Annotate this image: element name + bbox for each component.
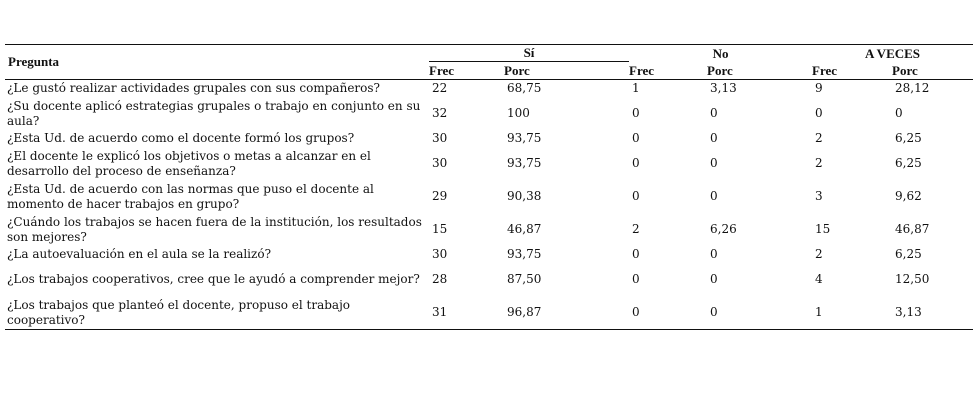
av-frec-cell: 2 (815, 156, 823, 170)
table-body: ¿Le gustó realizar actividades grupales … (5, 80, 974, 330)
table-row: ¿Su docente aplicó estrategias grupales … (5, 97, 973, 130)
no-porc-cell: 0 (710, 247, 718, 261)
no-frec-cell: 0 (632, 247, 640, 261)
header-av-porc: Porc (892, 61, 974, 80)
question-cell: ¿Le gustó realizar actividades grupales … (7, 81, 380, 95)
av-porc-cell: 0 (895, 106, 903, 120)
no-porc-cell: 0 (710, 189, 718, 203)
question-cell: ¿Los trabajos que planteó el docente, pr… (5, 296, 429, 330)
table-row: ¿Esta Ud. de acuerdo con las normas que … (5, 180, 973, 213)
av-frec-cell: 0 (815, 106, 823, 120)
table-row: ¿Los trabajos cooperativos, cree que le … (5, 263, 973, 296)
header-group-si: Sí (429, 44, 629, 62)
question-cell: ¿El docente le explicó los objetivos o m… (7, 148, 371, 178)
si-frec-cell: 31 (429, 296, 504, 330)
si-porc-cell: 93,75 (507, 247, 542, 261)
si-porc-cell: 46,87 (507, 222, 542, 236)
no-porc-cell: 0 (707, 296, 813, 330)
av-frec-cell: 3 (815, 189, 823, 203)
header-group-no: No (629, 44, 813, 62)
table-row: ¿Esta Ud. de acuerdo como el docente for… (5, 130, 973, 147)
av-porc-cell: 6,25 (895, 131, 922, 145)
av-porc-cell: 28,12 (895, 81, 930, 95)
si-frec-cell: 29 (432, 189, 448, 203)
question-cell: ¿Esta Ud. de acuerdo como el docente for… (7, 131, 355, 145)
header-no-porc: Porc (707, 61, 813, 80)
no-porc-cell: 0 (710, 156, 718, 170)
av-frec-cell: 15 (815, 222, 831, 236)
si-porc-cell: 93,75 (507, 131, 542, 145)
table-row: ¿Le gustó realizar actividades grupales … (5, 80, 973, 98)
si-frec-cell: 32 (432, 106, 448, 120)
header-row-groups: Pregunta Sí No A VECES (5, 44, 974, 80)
si-frec-cell: 28 (432, 272, 448, 286)
si-porc-cell: 96,87 (504, 296, 629, 330)
av-porc-cell: 6,25 (895, 247, 922, 261)
no-frec-cell: 0 (632, 131, 640, 145)
no-frec-cell: 2 (632, 222, 640, 236)
av-frec-cell: 2 (815, 131, 823, 145)
table-row: ¿La autoevaluación en el aula se la real… (5, 246, 973, 263)
question-cell: ¿Los trabajos cooperativos, cree que le … (7, 272, 420, 286)
table-row: ¿Cuándo los trabajos se hacen fuera de l… (5, 213, 973, 246)
av-frec-cell: 9 (815, 81, 823, 95)
si-porc-cell: 90,38 (507, 189, 542, 203)
header-no-frec: Frec (629, 61, 707, 80)
no-porc-cell: 0 (710, 272, 718, 286)
no-porc-cell: 0 (710, 131, 718, 145)
question-cell: ¿Cuándo los trabajos se hacen fuera de l… (7, 214, 422, 244)
no-frec-cell: 0 (632, 106, 640, 120)
si-porc-cell: 87,50 (507, 272, 542, 286)
si-frec-cell: 22 (432, 81, 448, 95)
si-frec-cell: 30 (432, 131, 448, 145)
survey-results-table: Pregunta Sí No A VECES Frec Porc Frec Po… (5, 44, 974, 330)
av-porc-cell: 46,87 (895, 222, 930, 236)
no-frec-cell: 1 (632, 81, 640, 95)
header-si-porc: Porc (504, 61, 629, 80)
no-frec-cell: 0 (629, 296, 707, 330)
no-frec-cell: 0 (632, 189, 640, 203)
question-cell: ¿La autoevaluación en el aula se la real… (7, 247, 271, 261)
si-porc-cell: 68,75 (507, 81, 542, 95)
table-header: Pregunta Sí No A VECES Frec Porc Frec Po… (5, 44, 974, 80)
header-si-frec: Frec (429, 61, 504, 80)
si-frec-cell: 15 (432, 222, 448, 236)
header-av-frec: Frec (812, 61, 893, 80)
no-frec-cell: 0 (632, 272, 640, 286)
no-frec-cell: 0 (632, 156, 640, 170)
av-porc-cell: 12,50 (895, 272, 930, 286)
question-cell: ¿Su docente aplicó estrategias grupales … (7, 98, 421, 128)
av-porc-cell: 6,25 (895, 156, 922, 170)
header-row-sub: Frec Porc Frec Porc Frec Porc (5, 61, 974, 80)
av-porc-cell: 9,62 (895, 189, 922, 203)
si-porc-cell: 100 (507, 106, 530, 120)
av-frec-cell: 4 (815, 272, 823, 286)
no-porc-cell: 3,13 (710, 81, 737, 95)
header-pregunta: Pregunta (5, 44, 429, 80)
table-row: ¿Los trabajos que planteó el docente, pr… (5, 296, 974, 330)
av-frec-cell: 2 (815, 247, 823, 261)
question-cell: ¿Esta Ud. de acuerdo con las normas que … (7, 181, 374, 211)
header-group-a-veces: A VECES (812, 44, 974, 62)
no-porc-cell: 6,26 (710, 222, 737, 236)
si-frec-cell: 30 (432, 156, 448, 170)
survey-table-container: Pregunta Sí No A VECES Frec Porc Frec Po… (5, 44, 974, 330)
av-frec-cell: 1 (812, 296, 893, 330)
av-porc-cell: 3,13 (892, 296, 974, 330)
si-porc-cell: 93,75 (507, 156, 542, 170)
no-porc-cell: 0 (710, 106, 718, 120)
si-frec-cell: 30 (432, 247, 448, 261)
table-row: ¿El docente le explicó los objetivos o m… (5, 147, 973, 180)
